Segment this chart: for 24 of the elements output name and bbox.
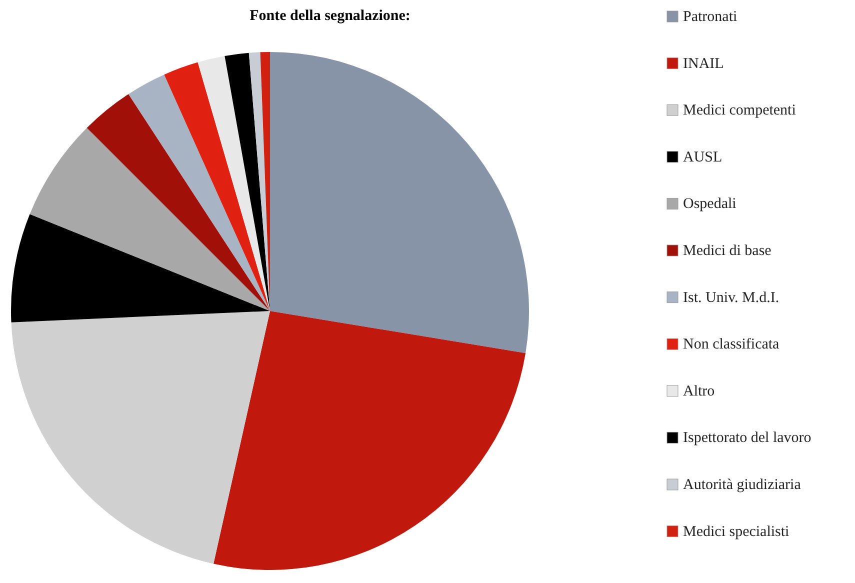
legend-label: Medici specialisti: [683, 524, 790, 540]
pie-slice: [11, 311, 270, 564]
legend-label: AUSL: [683, 149, 722, 166]
legend-label: Patronati: [683, 9, 738, 25]
pie-slice: [214, 311, 526, 570]
pie-slice: [30, 128, 270, 311]
pie-slice: [198, 56, 270, 311]
pie-slice: [86, 94, 270, 311]
legend-label: INAIL: [683, 56, 724, 72]
chart-title: Fonte della segnalazione:: [250, 8, 410, 24]
legend-label: Non classificata: [683, 336, 780, 353]
pie-slice: [224, 52, 270, 311]
pie-slice: [164, 62, 270, 311]
legend-label: Altro: [683, 383, 715, 400]
legend-label: Ispettorato del lavoro: [683, 430, 812, 446]
legend-label: Ospedali: [683, 196, 736, 212]
legend-label: Medici di base: [683, 243, 772, 259]
legend-label: Medici competenti: [683, 102, 796, 119]
legend-label: Autorità giudiziaria: [683, 477, 802, 493]
pie-slice: [270, 52, 529, 354]
pie-slice: [248, 52, 270, 311]
pie-slice: [128, 74, 270, 311]
legend-label: Ist. Univ. M.d.I.: [683, 290, 780, 306]
pie-slice: [11, 214, 270, 322]
